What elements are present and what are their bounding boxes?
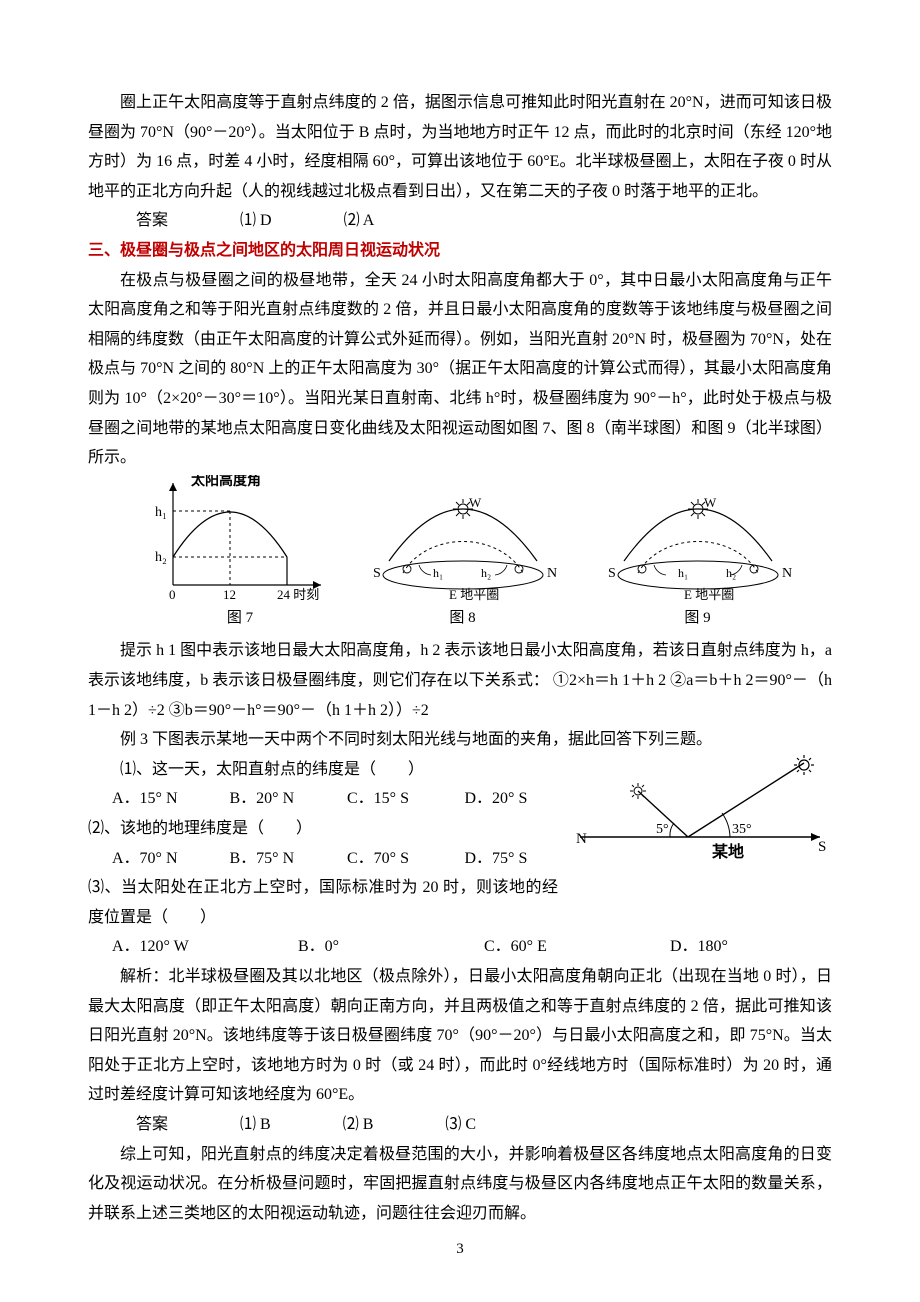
summary: 综上可知，阳光直射点的纬度决定着极昼范围的大小，并影响着极昼区各纬度地点太阳高度… bbox=[88, 1140, 832, 1229]
answer-1-1: ⑴ D bbox=[240, 212, 272, 229]
answer-2-1: ⑴ B bbox=[240, 1116, 271, 1133]
hint-lead: 提示 bbox=[120, 642, 156, 659]
page-number: 3 bbox=[0, 1236, 920, 1264]
answer-2-2: ⑵ B bbox=[343, 1116, 374, 1133]
analysis: 解析：北半球极昼圈及其以北地区（极点除外），日最小太阳高度角朝向正北（出现在当地… bbox=[88, 962, 832, 1110]
svg-text:h₂: h₂ bbox=[155, 550, 167, 565]
svg-text:W: W bbox=[469, 495, 482, 510]
q2-opt-c: C．70° S bbox=[323, 844, 441, 874]
figure-8-label: 图 8 bbox=[449, 605, 475, 633]
svg-text:h₁: h₁ bbox=[433, 566, 443, 580]
svg-text:S: S bbox=[818, 839, 826, 855]
answer-label: 答案 bbox=[136, 212, 168, 229]
answer-line-1: 答案 ⑴ D ⑵ A bbox=[88, 206, 832, 236]
q2-opt-b: B．75° N bbox=[206, 844, 324, 874]
answer-line-2: 答案 ⑴ B ⑵ B ⑶ C bbox=[88, 1110, 832, 1140]
svg-text:h₂: h₂ bbox=[726, 566, 736, 580]
q1-options: A．15° N B．20° N C．15° S D．20° S bbox=[88, 784, 558, 814]
q1-opt-d: D．20° S bbox=[441, 784, 559, 814]
hint-text: h 1 图中表示该地日最大太阳高度角，h 2 表示该地日最小太阳高度角，若该日直… bbox=[88, 642, 832, 718]
svg-text:E 地平圈: E 地平圈 bbox=[449, 587, 499, 602]
q3-opt-d: D．180° bbox=[646, 932, 832, 962]
q2-options: A．70° N B．75° N C．70° S D．75° S bbox=[88, 844, 558, 874]
q3-options: A．120° W B．0° C．60° E D．180° bbox=[88, 932, 832, 962]
svg-text:S: S bbox=[608, 566, 616, 581]
svg-text:W: W bbox=[704, 495, 717, 510]
svg-text:某地: 某地 bbox=[711, 842, 744, 861]
section-3-heading: 三、极昼圈与极点之间地区的太阳周日视运动状况 bbox=[88, 236, 832, 266]
example-3-stem: 例 3 下图表示某地一天中两个不同时刻太阳光线与地面的夹角，据此回答下列三题。 bbox=[88, 725, 832, 755]
q3-opt-a: A．120° W bbox=[88, 932, 274, 962]
figure-7-label: 图 7 bbox=[227, 605, 253, 633]
hint-paragraph: 提示 h 1 图中表示该地日最大太阳高度角，h 2 表示该地日最小太阳高度角，若… bbox=[88, 636, 832, 725]
q3-opt-c: C．60° E bbox=[460, 932, 646, 962]
q1-opt-a: A．15° N bbox=[88, 784, 206, 814]
svg-text:35°: 35° bbox=[732, 822, 752, 837]
svg-text:24 时刻: 24 时刻 bbox=[277, 587, 319, 602]
svg-text:N: N bbox=[576, 831, 587, 847]
answer-1-2: ⑵ A bbox=[344, 212, 375, 229]
svg-text:N: N bbox=[782, 566, 792, 581]
svg-text:0: 0 bbox=[169, 587, 176, 602]
q1-opt-c: C．15° S bbox=[323, 784, 441, 814]
svg-text:N: N bbox=[547, 566, 557, 581]
svg-text:5°: 5° bbox=[656, 822, 669, 837]
q2-opt-d: D．75° S bbox=[441, 844, 559, 874]
q2-opt-a: A．70° N bbox=[88, 844, 206, 874]
q1-opt-b: B．20° N bbox=[206, 784, 324, 814]
svg-text:E 地平圈: E 地平圈 bbox=[684, 587, 734, 602]
svg-text:太阳高度角: 太阳高度角 bbox=[191, 475, 261, 489]
paragraph-continuation: 圈上正午太阳高度等于直射点纬度的 2 倍，据图示信息可推知此时阳光直射在 20°… bbox=[88, 88, 832, 206]
answer-label-2: 答案 bbox=[136, 1116, 168, 1133]
svg-text:h₁: h₁ bbox=[678, 566, 688, 580]
answer-2-3: ⑶ C bbox=[445, 1116, 476, 1133]
q3-opt-b: B．0° bbox=[274, 932, 460, 962]
figure-row: h₁ h₂ 0 12 24 时刻 太阳高度角 图 7 S N bbox=[118, 475, 832, 633]
figure-9: S N W h₁ h₂ E 地平圈 bbox=[590, 475, 805, 603]
example-3-diagram: 5° 35° N S 某地 bbox=[572, 755, 832, 886]
svg-text:h₂: h₂ bbox=[481, 566, 491, 580]
analysis-label: 解析： bbox=[120, 968, 169, 985]
svg-text:S: S bbox=[373, 566, 381, 581]
figure-7: h₁ h₂ 0 12 24 时刻 太阳高度角 bbox=[145, 475, 335, 603]
svg-text:12: 12 bbox=[223, 587, 236, 602]
paragraph-2: 在极点与极昼圈之间的极昼地带，全天 24 小时太阳高度角都大于 0°，其中日最小… bbox=[88, 266, 832, 473]
analysis-body: 北半球极昼圈及其以北地区（极点除外），日最小太阳高度角朝向正北（出现在当地 0 … bbox=[88, 968, 832, 1103]
figure-9-label: 图 9 bbox=[684, 605, 710, 633]
svg-text:h₁: h₁ bbox=[155, 505, 167, 520]
figure-8: S N W h₁ h₂ E 地平圈 bbox=[355, 475, 570, 603]
